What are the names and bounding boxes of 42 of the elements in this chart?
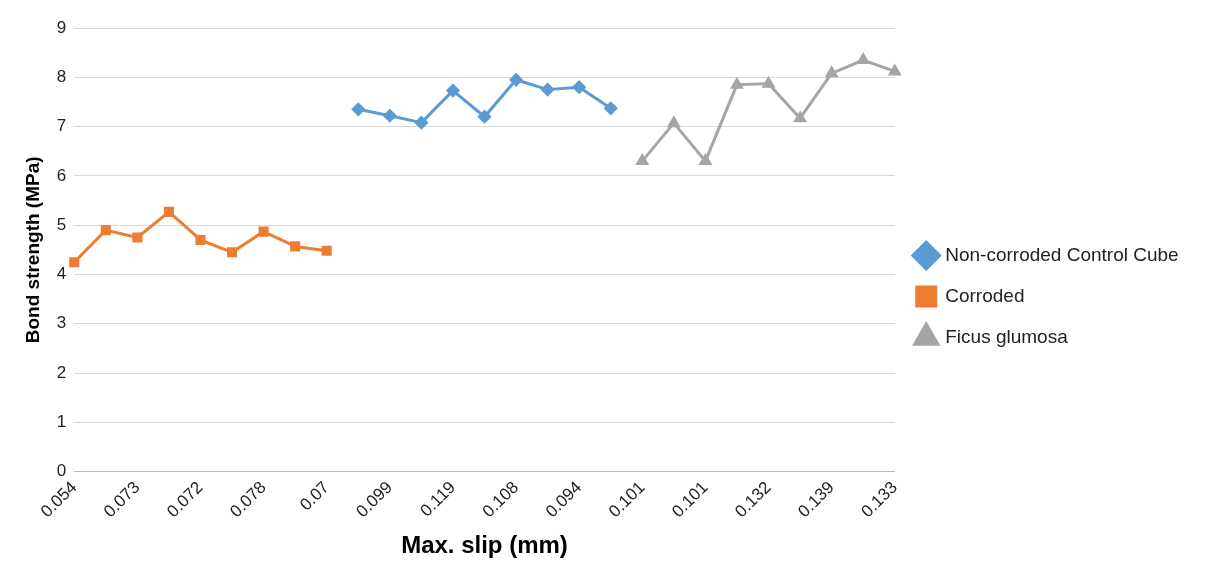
- point: [383, 109, 397, 123]
- point: [825, 66, 838, 78]
- point: [69, 257, 80, 268]
- point: [541, 83, 555, 97]
- y-tick-label: 5: [56, 214, 67, 234]
- point: [731, 78, 743, 89]
- point: [227, 247, 238, 258]
- legend-label: Non-corroded Control Cube: [945, 243, 1179, 265]
- point: [321, 245, 332, 256]
- y-tick-label: 2: [56, 362, 67, 382]
- y-tick-label: 1: [56, 412, 67, 432]
- point: [100, 225, 111, 236]
- y-tick-label: 8: [56, 66, 67, 86]
- point: [509, 73, 523, 87]
- point: [668, 116, 680, 128]
- point: [699, 154, 712, 166]
- point: [446, 84, 460, 98]
- point: [132, 232, 143, 243]
- legend-label: Ficus glumosa: [945, 325, 1069, 347]
- x-axis-title: Max. slip (mm): [401, 531, 568, 559]
- point: [572, 80, 586, 94]
- y-axis-title: Bond strength (MPa): [21, 156, 43, 344]
- point: [857, 53, 870, 65]
- y-tick-label: 9: [56, 17, 67, 37]
- y-tick-label: 0: [56, 461, 67, 481]
- point: [478, 110, 491, 124]
- point: [290, 241, 301, 252]
- point: [195, 234, 206, 246]
- y-tick-label: 7: [56, 116, 67, 136]
- legend-label: Corroded: [945, 284, 1025, 306]
- point: [351, 102, 365, 116]
- point: [604, 101, 618, 115]
- y-tick-label: 6: [56, 165, 67, 185]
- y-tick-label: 4: [56, 264, 67, 284]
- y-tick-label: 3: [56, 313, 67, 333]
- point: [258, 226, 269, 237]
- point: [163, 206, 174, 217]
- point: [636, 154, 649, 166]
- point: [888, 64, 901, 76]
- point: [414, 116, 428, 130]
- point: [762, 77, 775, 88]
- point: [794, 111, 806, 123]
